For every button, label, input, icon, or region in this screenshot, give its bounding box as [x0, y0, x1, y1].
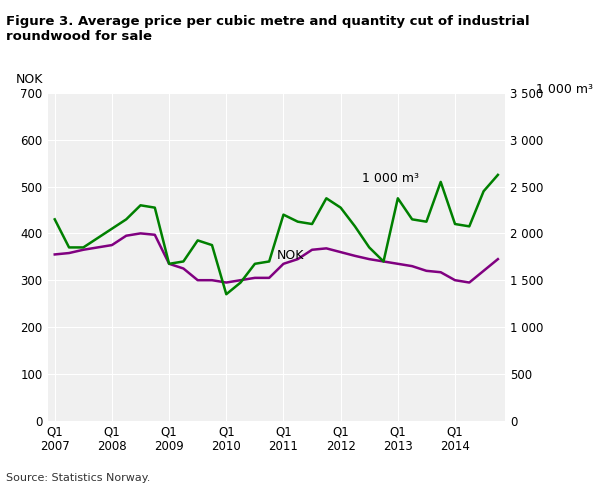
Text: 1 000 m³: 1 000 m³ — [362, 172, 419, 185]
Y-axis label: NOK: NOK — [16, 73, 43, 86]
Text: Source: Statistics Norway.: Source: Statistics Norway. — [6, 473, 151, 483]
Y-axis label: 1 000 m³: 1 000 m³ — [536, 83, 593, 96]
Text: NOK: NOK — [276, 249, 304, 262]
Text: Figure 3. Average price per cubic metre and quantity cut of industrial
roundwood: Figure 3. Average price per cubic metre … — [6, 15, 529, 42]
